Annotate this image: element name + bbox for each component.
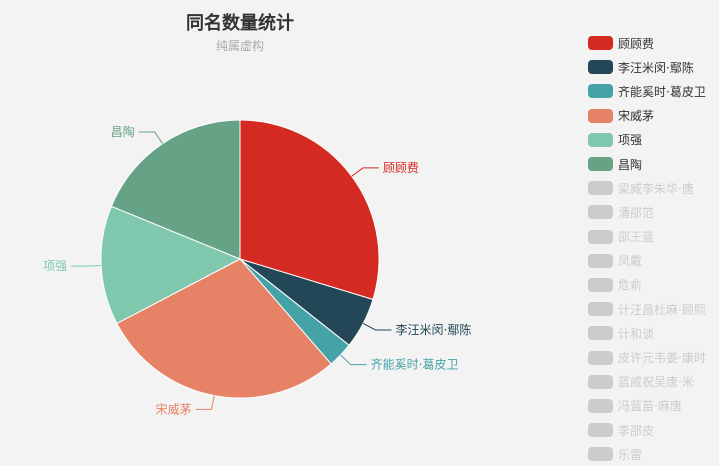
pie-slice[interactable] [239,119,380,301]
legend-label: 齐能奚时·葛皮卫 [618,84,706,99]
legend-item[interactable]: 潘邵范 [588,200,706,224]
legend-label: 危俞 [618,278,643,293]
legend-item[interactable]: 蓝戚祝吴唐·米 [588,370,706,394]
label-line [71,264,102,267]
legend-swatch [588,229,613,244]
legend-swatch [588,60,613,75]
legend-label: 冯蓝苗·麻唐 [618,399,682,414]
legend-item[interactable]: 昌陶 [588,152,706,176]
legend-item[interactable]: 计汪昌杜麻·顾熙 [588,297,706,321]
label-line [138,131,163,144]
legend-label: 蓝戚祝吴唐·米 [618,375,694,390]
legend-swatch [588,132,613,147]
legend-swatch [588,447,613,462]
legend-swatch [588,326,613,341]
legend-label: 顾顾费 [618,36,655,51]
legend-item[interactable]: 凤戴 [588,249,706,273]
legend-item[interactable]: 李汪米闵·鄢陈 [588,55,706,79]
legend-item[interactable]: 顾顾费 [588,31,706,55]
legend-label: 梁臧李朱华·唐 [618,181,694,196]
legend-label: 李邵皮 [618,423,655,438]
legend-label: 皮许元韦姜·康时 [618,351,706,366]
slice-label: 项强 [43,259,67,273]
legend-item[interactable]: 冯蓝苗·麻唐 [588,394,706,418]
chart-subtitle: 纯属虚构 [215,39,264,53]
legend-swatch [588,398,613,413]
legend-label: 计汪昌杜麻·顾熙 [618,302,706,317]
legend-swatch [588,350,613,365]
chart-title: 同名数量统计 [186,13,294,34]
legend-swatch [588,423,613,438]
legend-swatch [588,205,613,220]
legend-item[interactable]: 项强 [588,128,706,152]
legend-item[interactable]: 皮许元韦姜·康时 [588,345,706,369]
pie-slice[interactable] [110,119,241,260]
slice-label: 昌陶 [111,124,135,139]
legend-swatch [588,277,613,292]
legend-swatch [588,108,613,123]
legend-label: 邵王蓝 [618,230,655,245]
legend-label: 乐雷 [618,447,643,462]
legend-swatch [588,374,613,389]
label-line [362,323,392,331]
slice-label: 宋威茅 [156,401,192,416]
label-line [351,167,379,177]
legend-item[interactable]: 危俞 [588,273,706,297]
slice-label: 齐能奚时·葛皮卫 [371,357,459,372]
legend-item[interactable]: 邵王蓝 [588,225,706,249]
legend-label: 宋威茅 [618,109,655,124]
legend-swatch [588,157,613,172]
legend-label: 潘邵范 [618,205,655,220]
legend-item[interactable]: 齐能奚时·葛皮卫 [588,79,706,103]
legend-label: 李汪米闵·鄢陈 [618,60,694,75]
legend-swatch [588,181,613,196]
pie-slice[interactable] [100,205,242,325]
slice-label: 顾顾费 [383,161,419,175]
legend-label: 昌陶 [618,157,643,172]
legend-item[interactable]: 梁臧李朱华·唐 [588,176,706,200]
pie-slice[interactable] [116,258,332,399]
label-line [195,395,215,410]
slice-label: 李汪米闵·鄢陈 [396,322,472,337]
legend-label: 凤戴 [618,254,643,269]
legend-item[interactable]: 李邵皮 [588,418,706,442]
legend-swatch [588,253,613,268]
legend: 顾顾费李汪米闵·鄢陈 齐能奚时·葛皮卫 宋威茅项强昌陶梁臧李朱华·唐 潘邵范邵王蓝凤戴… [588,31,706,466]
legend-label: 计和谈 [618,326,655,341]
legend-item[interactable]: 计和谈 [588,321,706,345]
legend-item[interactable]: 乐雷 [588,442,706,466]
legend-swatch [588,302,613,317]
legend-label: 项强 [618,133,643,148]
label-line [340,354,367,366]
legend-swatch [588,36,613,51]
legend-swatch [588,84,613,99]
legend-item[interactable]: 宋威茅 [588,104,706,128]
